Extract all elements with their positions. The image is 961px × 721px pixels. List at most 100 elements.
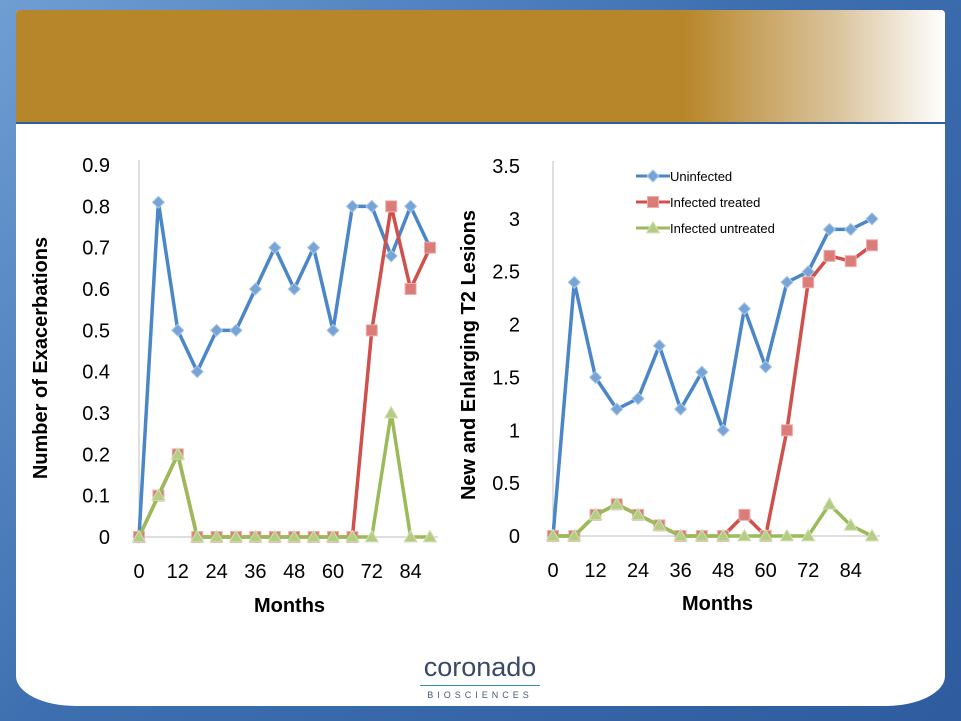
data-point — [822, 496, 837, 510]
data-point — [248, 529, 263, 543]
legend-marker — [645, 220, 661, 234]
x-tick-label: 24 — [627, 560, 649, 582]
data-point — [170, 446, 186, 460]
y-axis-title: Number of Exacerbations — [30, 237, 52, 479]
data-point — [738, 508, 751, 521]
data-point — [286, 529, 302, 543]
data-point — [588, 370, 603, 385]
y-tick-label: 1 — [509, 420, 520, 442]
x-tick-label: 36 — [244, 561, 266, 583]
series-infected-untreated — [545, 496, 880, 542]
y-tick-label: 0.4 — [82, 362, 110, 384]
data-point — [545, 528, 561, 542]
y-axis-title: New and Enlarging T2 Lesions — [458, 210, 480, 500]
data-point — [131, 529, 147, 543]
data-point — [651, 517, 667, 531]
y-tick-label: 1.5 — [492, 367, 520, 389]
x-tick-label: 84 — [840, 560, 862, 582]
data-point — [268, 240, 282, 255]
data-point — [306, 529, 321, 543]
x-tick-label: 24 — [205, 561, 227, 583]
data-point — [800, 528, 816, 542]
data-point — [287, 282, 301, 296]
data-point — [403, 199, 418, 214]
company-logo: coronado BIOSCIENCES — [400, 652, 560, 702]
data-point — [365, 324, 378, 337]
x-axis-title: Months — [682, 593, 753, 615]
data-point — [844, 255, 857, 268]
legend-marker — [646, 169, 660, 183]
data-point — [715, 528, 731, 542]
x-tick-label: 12 — [584, 560, 606, 582]
data-point — [610, 402, 624, 416]
data-point — [364, 529, 380, 543]
x-tick-label: 12 — [167, 561, 189, 583]
series-infected-untreated — [131, 405, 438, 543]
data-point — [189, 529, 205, 543]
data-point — [866, 239, 878, 252]
data-point — [365, 199, 379, 214]
y-tick-label: 3.5 — [492, 156, 520, 178]
data-point — [345, 199, 360, 214]
data-point — [802, 276, 815, 289]
y-tick-label: 2 — [509, 315, 520, 337]
data-point — [404, 283, 417, 295]
data-point — [716, 423, 730, 437]
header-divider — [16, 122, 945, 124]
x-tick-label: 48 — [712, 560, 734, 582]
x-tick-label: 72 — [797, 560, 819, 582]
legend-label: Uninfected — [670, 169, 732, 184]
data-point — [779, 528, 795, 542]
y-tick-label: 0.6 — [82, 279, 110, 301]
series-line — [553, 502, 873, 538]
x-tick-label: 48 — [283, 561, 305, 583]
data-point — [843, 517, 859, 531]
x-tick-label: 0 — [133, 561, 144, 583]
data-point — [567, 275, 581, 289]
data-point — [228, 529, 244, 543]
data-point — [758, 360, 773, 374]
data-point — [151, 488, 166, 502]
y-tick-label: 0.7 — [82, 238, 110, 260]
data-point — [326, 323, 340, 338]
data-point — [737, 302, 752, 316]
data-point — [385, 200, 398, 213]
data-point — [229, 323, 243, 338]
legend-marker — [647, 196, 659, 208]
data-point — [209, 323, 224, 338]
y-tick-label: 2.5 — [492, 262, 520, 284]
x-tick-label: 60 — [755, 560, 777, 582]
chart-2: 0 0.5 1 1.5 2 2.5 3 3.5 0 12 24 36 48 60 72 84 Months New… — [458, 156, 880, 615]
legend-label: Infected treated — [670, 195, 760, 210]
data-point — [171, 323, 185, 338]
series-infected-treated — [547, 239, 878, 542]
data-point — [630, 507, 646, 521]
y-tick-label: 3 — [509, 209, 520, 231]
data-point — [864, 528, 880, 542]
chart-1: 0 0.1 0.2 0.3 0.4 0.5 0.6 0.7 0.8 0.9 0 12 24 36 48 60 7… — [30, 155, 438, 617]
chart-legend: Uninfected Infected treated Infected untre… — [636, 169, 775, 236]
slide-panel — [16, 10, 945, 706]
x-axis-title: Months — [254, 595, 325, 617]
x-tick-label: 0 — [547, 560, 558, 582]
data-point — [151, 195, 166, 209]
data-point — [780, 275, 794, 289]
data-point — [737, 528, 752, 542]
series-line — [551, 217, 873, 537]
data-point — [566, 528, 582, 542]
y-tick-label: 0.2 — [82, 444, 110, 466]
data-point — [822, 222, 837, 237]
data-point — [209, 529, 224, 543]
y-tick-label: 0 — [99, 527, 110, 549]
data-point — [823, 249, 836, 262]
data-point — [190, 364, 204, 379]
data-point — [403, 529, 418, 543]
y-tick-label: 0.1 — [82, 486, 110, 508]
legend-label: Infected untreated — [670, 221, 775, 236]
data-point — [383, 405, 399, 419]
x-tick-label: 72 — [361, 561, 383, 583]
logo-subtitle: BIOSCIENCES — [427, 690, 533, 700]
series-line — [553, 243, 874, 538]
series-uninfected — [546, 212, 879, 543]
